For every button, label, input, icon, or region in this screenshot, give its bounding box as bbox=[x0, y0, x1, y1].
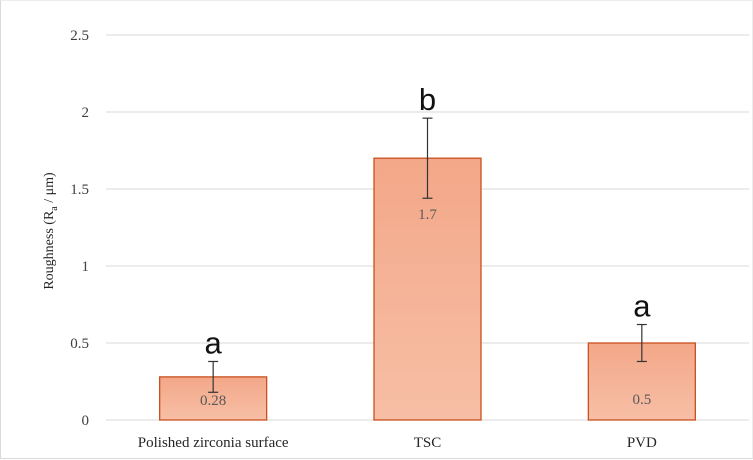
y-axis-label-rest: / μm) bbox=[42, 172, 57, 206]
y-tick-label-2: 1 bbox=[82, 259, 90, 275]
y-tick-label-1: 0.5 bbox=[70, 336, 89, 352]
category-label-2: PVD bbox=[627, 435, 657, 451]
data-label-1: 1.7 bbox=[418, 207, 437, 223]
data-labels: 0.28 1.7 0.5 bbox=[200, 207, 651, 409]
y-axis-label-main: Roughness (R bbox=[42, 210, 57, 290]
category-label-1: TSC bbox=[414, 435, 442, 451]
y-axis-tick-labels: 0 0.5 1 1.5 2 2.5 bbox=[70, 28, 89, 429]
y-tick-label-0: 0 bbox=[82, 413, 90, 429]
x-axis-category-labels: Polished zirconia surface TSC PVD bbox=[138, 435, 657, 451]
significance-label-1: b bbox=[419, 82, 436, 117]
y-axis-label-subscript: a bbox=[49, 206, 60, 211]
data-label-0: 0.28 bbox=[200, 393, 226, 409]
significance-label-0: a bbox=[205, 325, 223, 360]
data-label-2: 0.5 bbox=[632, 392, 651, 408]
error-bars bbox=[208, 117, 647, 393]
significance-label-2: a bbox=[633, 289, 651, 324]
bars bbox=[159, 157, 696, 421]
y-axis-label: Roughness (Ra / μm) bbox=[42, 172, 60, 290]
y-tick-label-4: 2 bbox=[82, 105, 90, 121]
y-tick-label-3: 1.5 bbox=[70, 182, 89, 198]
category-label-0: Polished zirconia surface bbox=[138, 435, 289, 451]
bar-1 bbox=[373, 157, 482, 421]
significance-labels: a b a bbox=[205, 82, 652, 360]
y-tick-label-5: 2.5 bbox=[70, 28, 89, 44]
